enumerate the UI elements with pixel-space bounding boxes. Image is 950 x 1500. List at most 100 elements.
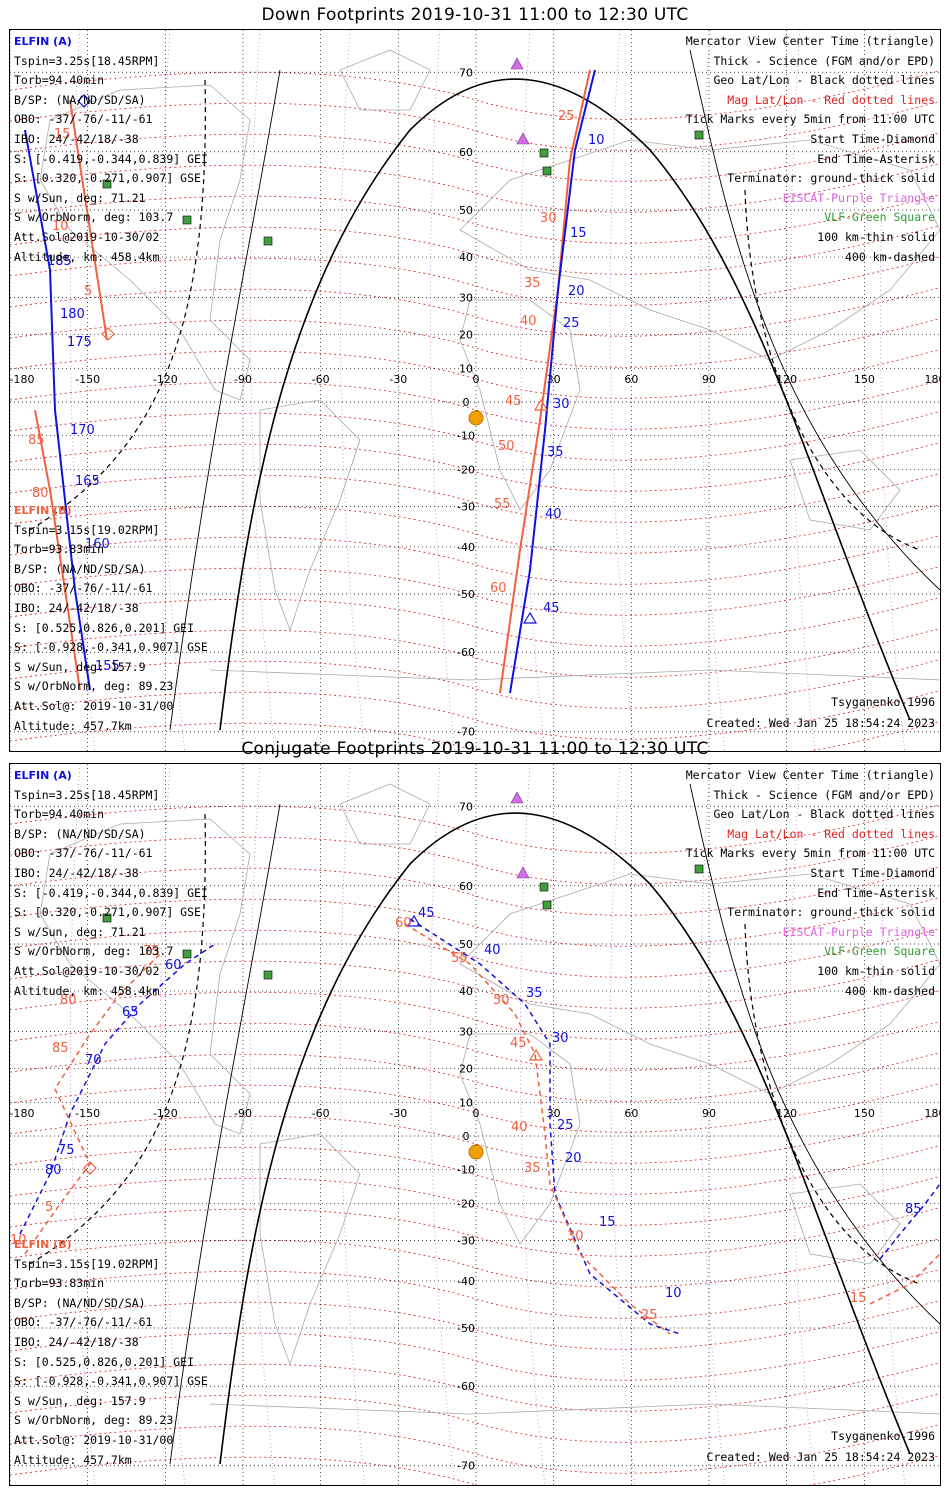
lat-label: -20	[457, 464, 475, 477]
elfin-b-time-tick: 40	[520, 314, 537, 329]
elfin-a-time-tick: 20	[568, 284, 585, 299]
elfin-a-info-line: B/SP: (NA/ND/SD/SA)	[14, 826, 146, 841]
lat-label: 40	[459, 985, 473, 998]
lon-label: 120	[776, 373, 797, 386]
eiscat-triangle	[516, 132, 530, 145]
elfin-b-info-line: OBO: -37/-76/-11/-61	[14, 1315, 153, 1330]
center-triangle	[522, 611, 538, 624]
lon-label: 180	[925, 373, 942, 386]
elfin-a-info: ELFIN (A) Tspin=3.25s[18.45RPM] Torb=94.40…	[14, 766, 208, 1001]
lon-label: 150	[854, 373, 875, 386]
elfin-b-time-tick: 50	[498, 439, 515, 454]
legend-item: Mercator View Center Time (triangle)	[685, 34, 935, 48]
elfin-b-time-tick: 85	[28, 433, 45, 448]
elfin-b-time-tick: 55	[494, 497, 511, 512]
legend-item: Start Time-Diamond	[810, 865, 935, 880]
elfin-a-info-line: OBO: -37/-76/-11/-61	[14, 846, 153, 861]
lat-label: 70	[459, 66, 473, 79]
legend-item: Mercator View Center Time (triangle)	[685, 768, 935, 782]
elfin-b-track-2	[34, 409, 81, 691]
elfin-b-time-tick: 15	[54, 127, 71, 142]
elfin-a-header: ELFIN (A)	[14, 35, 72, 48]
elfin-b-time-tick: 30	[567, 1229, 584, 1244]
elfin-a-time-tick: 75	[58, 1143, 75, 1158]
elfin-b-info-line: IBO: 24/-42/18/-38	[14, 1334, 139, 1349]
vlf-square	[694, 130, 704, 140]
legend-item: Mag Lat/Lon - Red dotted lines	[727, 826, 935, 841]
elfin-b-time-tick: 10	[10, 1233, 27, 1248]
eiscat-triangle	[510, 791, 524, 804]
lon-label: -180	[10, 373, 34, 386]
lat-label: -10	[457, 1163, 475, 1176]
elfin-b-time-tick: 10	[52, 219, 69, 234]
lon-label: -30	[389, 373, 407, 386]
elfin-a-info-line: Altitude, km: 458.4km	[14, 249, 160, 264]
legend-item: Tick Marks every 5min from 11:00 UTC	[685, 846, 935, 861]
lat-label: 30	[459, 292, 473, 305]
elfin-a-time-tick: 25	[563, 316, 580, 331]
lat-label: -50	[457, 1322, 475, 1335]
elfin-b-time-tick: 25	[558, 109, 575, 124]
elfin-b-track-3	[499, 69, 591, 694]
model-label: Tsyganenko-1996	[831, 1429, 935, 1443]
lat-label: 30	[459, 1026, 473, 1039]
legend-item: Mag Lat/Lon - Red dotted lines	[727, 92, 935, 107]
lon-label: -120	[153, 1107, 178, 1120]
lat-label: 50	[459, 204, 473, 217]
elfin-b-time-tick: 60	[490, 581, 507, 596]
elfin-b-info-line: Altitude: 457.7km	[14, 718, 132, 733]
elfin-b-info-line: B/SP: (NA/ND/SD/SA)	[14, 561, 146, 576]
created-timestamp: Created: Wed Jan 25 18:54:24 2023	[706, 716, 935, 730]
legend-item: Thick - Science (FGM and/or EPD)	[713, 787, 935, 802]
lon-label: 180	[925, 1107, 942, 1120]
elfin-b-info-line: OBO: -37/-76/-11/-61	[14, 581, 153, 596]
lon-label: 0	[473, 1107, 480, 1120]
legend-item: 100 km-thin solid	[817, 229, 935, 244]
vlf-square	[102, 913, 112, 923]
lon-label: 60	[624, 1107, 638, 1120]
lat-label: 10	[459, 363, 473, 376]
footprint-tracks: 185 180 175 170 165 160 155 10 15 20 25 30 35 40 45 15 1…	[24, 69, 605, 694]
lat-label: 10	[459, 1097, 473, 1110]
elfin-a-time-tick: 80	[45, 1163, 62, 1178]
elfin-b-info-line: Att.Sol@: 2019-10-31/00	[14, 698, 174, 713]
lat-label: 20	[459, 328, 473, 341]
elfin-a-time-tick: 185	[47, 254, 72, 269]
elfin-b-time-tick: 55	[451, 951, 468, 966]
elfin-a-time-tick: 25	[557, 1118, 574, 1133]
lat-label: -60	[457, 1380, 475, 1393]
elfin-b-time-tick: 50	[493, 993, 510, 1008]
elfin-a-track-2	[509, 69, 596, 694]
elfin-b-time-tick: 5	[84, 284, 92, 299]
lat-label: -70	[457, 1460, 475, 1473]
legend-item: 400 km-dashed	[844, 249, 935, 264]
elfin-b-time-tick: 30	[540, 211, 557, 226]
elfin-b-info-line: Torb=93.83min	[14, 1276, 105, 1291]
elfin-b-info-line: S w/Sun, deg: 157.9	[14, 659, 146, 674]
vlf-square	[182, 949, 192, 959]
vlf-square	[694, 864, 704, 874]
lat-label: -40	[457, 541, 475, 554]
bottom-panel-title: Conjugate Footprints 2019-10-31 11:00 to…	[241, 739, 709, 759]
legend-item: VLF-Green Square	[824, 944, 935, 959]
legend-item: Start Time-Diamond	[810, 131, 935, 146]
elfin-a-info: ELFIN (A) Tspin=3.25s[18.45RPM] Torb=94.40…	[14, 32, 208, 267]
elfin-b-conjugate-track-3	[869, 1253, 940, 1305]
center-triangle	[533, 398, 549, 411]
axis-labels: 706050403020100-10-20-30-40-50-60-70-180…	[10, 66, 942, 738]
elfin-a-info-line: Altitude, km: 458.4km	[14, 983, 160, 998]
top-panel-title: Down Footprints 2019-10-31 11:00 to 12:3…	[261, 5, 689, 25]
legend-item: End Time-Asterisk	[817, 151, 935, 166]
elfin-b-info-line: S: [-0.928,-0.341,0.907] GSE	[14, 640, 208, 655]
lon-label: -60	[312, 373, 330, 386]
elfin-a-info-line: IBO: 24/-42/18/-38	[14, 865, 139, 880]
map-legend: Mercator View Center Time (triangle) Thic…	[686, 766, 935, 1001]
terminator-lines	[29, 783, 940, 1465]
elfin-b-info-line: Altitude: 457.7km	[14, 1452, 132, 1467]
lat-label: -60	[457, 646, 475, 659]
elfin-b-time-tick: 80	[32, 486, 49, 501]
elfin-b-info-line: S w/Sun, deg: 157.9	[14, 1393, 146, 1408]
elfin-a-header: ELFIN (A)	[14, 769, 72, 782]
lat-label: 0	[463, 396, 470, 409]
legend-item: VLF-Green Square	[824, 210, 935, 225]
